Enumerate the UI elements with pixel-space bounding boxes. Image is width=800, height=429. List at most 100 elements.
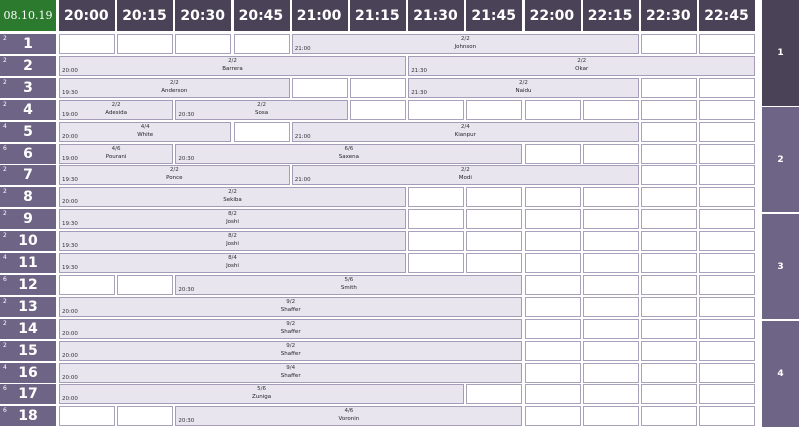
empty-slot[interactable] xyxy=(641,274,697,295)
section-tab-2[interactable]: 2 xyxy=(762,107,799,212)
empty-slot[interactable] xyxy=(117,274,174,295)
empty-slot[interactable] xyxy=(699,296,756,317)
empty-slot[interactable] xyxy=(582,253,639,273)
booking-block[interactable]: 2/2 Anderson 19:30 xyxy=(59,77,290,98)
booking-block[interactable]: 2/4 Kianpur 21:00 xyxy=(291,121,639,142)
empty-slot[interactable] xyxy=(641,77,697,98)
empty-slot[interactable] xyxy=(524,253,581,273)
booking-block[interactable]: 4/6 Voronin 20:30 xyxy=(175,406,523,427)
table-row-header[interactable]: 4 11 xyxy=(0,253,56,273)
empty-slot[interactable] xyxy=(524,231,581,252)
empty-slot[interactable] xyxy=(466,187,523,208)
empty-slot[interactable] xyxy=(524,406,581,427)
empty-slot[interactable] xyxy=(699,318,756,339)
booking-block[interactable]: 8/2 Joshi 19:30 xyxy=(59,209,406,230)
empty-slot[interactable] xyxy=(699,340,756,361)
booking-block[interactable]: 4/6 Pourani 19:00 xyxy=(59,143,174,164)
empty-slot[interactable] xyxy=(641,340,697,361)
empty-slot[interactable] xyxy=(408,99,465,120)
booking-block[interactable]: 6/6 Saxena 20:30 xyxy=(175,143,523,164)
booking-block[interactable]: 9/2 Shaffer 20:00 xyxy=(59,340,523,361)
booking-block[interactable]: 4/4 White 20:00 xyxy=(59,121,232,142)
empty-slot[interactable] xyxy=(699,187,756,208)
empty-slot[interactable] xyxy=(699,77,756,98)
empty-slot[interactable] xyxy=(699,165,756,186)
booking-block[interactable]: 9/4 Shaffer 20:00 xyxy=(59,362,523,383)
section-tab-1[interactable]: 1 xyxy=(762,0,799,106)
empty-slot[interactable] xyxy=(699,143,756,164)
booking-block[interactable]: 2/2 Ponce 19:30 xyxy=(59,165,290,186)
empty-slot[interactable] xyxy=(641,187,697,208)
empty-slot[interactable] xyxy=(408,253,465,273)
empty-slot[interactable] xyxy=(582,143,639,164)
empty-slot[interactable] xyxy=(641,34,697,54)
empty-slot[interactable] xyxy=(233,34,290,54)
empty-slot[interactable] xyxy=(408,187,465,208)
empty-slot[interactable] xyxy=(641,121,697,142)
empty-slot[interactable] xyxy=(582,340,639,361)
empty-slot[interactable] xyxy=(59,34,115,54)
empty-slot[interactable] xyxy=(582,362,639,383)
empty-slot[interactable] xyxy=(641,253,697,273)
booking-block[interactable]: 2/2 Barrera 20:00 xyxy=(59,55,406,76)
table-row-header[interactable]: 2 13 xyxy=(0,296,56,317)
booking-block[interactable]: 2/2 Sekiba 20:00 xyxy=(59,187,406,208)
empty-slot[interactable] xyxy=(582,274,639,295)
empty-slot[interactable] xyxy=(582,209,639,230)
booking-block[interactable]: 9/2 Shaffer 20:00 xyxy=(59,318,523,339)
empty-slot[interactable] xyxy=(524,384,581,405)
booking-block[interactable]: 2/2 Modi 21:00 xyxy=(291,165,639,186)
table-row-header[interactable]: 2 10 xyxy=(0,231,56,252)
empty-slot[interactable] xyxy=(350,99,406,120)
empty-slot[interactable] xyxy=(582,406,639,427)
booking-block[interactable]: 8/4 Joshi 19:30 xyxy=(59,253,406,273)
empty-slot[interactable] xyxy=(699,362,756,383)
empty-slot[interactable] xyxy=(641,209,697,230)
empty-slot[interactable] xyxy=(699,231,756,252)
empty-slot[interactable] xyxy=(641,362,697,383)
empty-slot[interactable] xyxy=(641,99,697,120)
section-tab-4[interactable]: 4 xyxy=(762,321,799,427)
empty-slot[interactable] xyxy=(466,253,523,273)
booking-block[interactable]: 2/2 Okar 21:30 xyxy=(408,55,756,76)
empty-slot[interactable] xyxy=(699,274,756,295)
empty-slot[interactable] xyxy=(699,121,756,142)
booking-block[interactable]: 5/6 Smith 20:30 xyxy=(175,274,523,295)
empty-slot[interactable] xyxy=(466,231,523,252)
empty-slot[interactable] xyxy=(641,406,697,427)
empty-slot[interactable] xyxy=(641,165,697,186)
empty-slot[interactable] xyxy=(582,318,639,339)
empty-slot[interactable] xyxy=(233,121,290,142)
table-row-header[interactable]: 2 14 xyxy=(0,318,56,339)
empty-slot[interactable] xyxy=(59,274,115,295)
empty-slot[interactable] xyxy=(699,384,756,405)
empty-slot[interactable] xyxy=(699,253,756,273)
empty-slot[interactable] xyxy=(524,362,581,383)
empty-slot[interactable] xyxy=(466,99,523,120)
empty-slot[interactable] xyxy=(59,406,115,427)
empty-slot[interactable] xyxy=(524,187,581,208)
empty-slot[interactable] xyxy=(641,384,697,405)
table-row-header[interactable]: 6 18 xyxy=(0,406,56,427)
empty-slot[interactable] xyxy=(524,209,581,230)
table-row-header[interactable]: 6 17 xyxy=(0,384,56,405)
booking-block[interactable]: 8/2 Joshi 19:30 xyxy=(59,231,406,252)
empty-slot[interactable] xyxy=(582,231,639,252)
empty-slot[interactable] xyxy=(641,143,697,164)
table-row-header[interactable]: 2 15 xyxy=(0,340,56,361)
empty-slot[interactable] xyxy=(699,406,756,427)
table-row-header[interactable]: 4 16 xyxy=(0,362,56,383)
booking-block[interactable]: 2/2 Adesida 19:00 xyxy=(59,99,174,120)
empty-slot[interactable] xyxy=(524,296,581,317)
date-label[interactable]: 08.10.19 xyxy=(0,0,56,31)
empty-slot[interactable] xyxy=(117,34,174,54)
